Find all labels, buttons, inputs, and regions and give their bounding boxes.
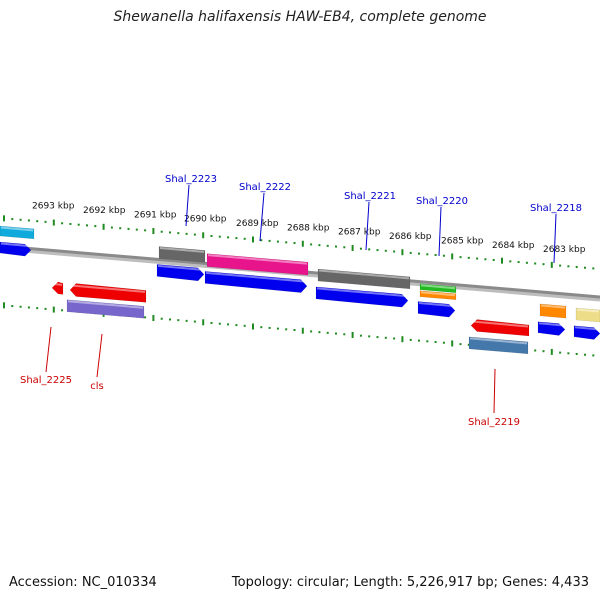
- gene-feature-steel: [468, 336, 529, 355]
- cds-feature: [573, 325, 600, 340]
- gene-label-shal-2218: Shal_2218: [530, 203, 582, 214]
- cds-feature-shine: [205, 271, 307, 283]
- gene-label-shal-2218-leader: [553, 213, 557, 264]
- gene-feature-gray: [158, 246, 206, 263]
- gene-label-shal-2220-leader: [438, 206, 442, 257]
- gene-feature-purple: [66, 299, 145, 319]
- gene-feature-magenta-shine: [207, 254, 308, 265]
- gene-label-cls: cls: [90, 381, 104, 392]
- tick-layer: [3, 215, 595, 357]
- gene-feature-cyan: [0, 225, 35, 240]
- map-title: Shewanella halifaxensis HAW-EB4, complet…: [113, 9, 487, 25]
- kbp-tick-label: 2689 kbp: [236, 219, 279, 229]
- kbp-tick-label: 2690 kbp: [184, 215, 227, 225]
- gene-feature-gray-shine: [159, 247, 205, 253]
- kbp-tick-label: 2683 kbp: [543, 245, 586, 255]
- feature-layer: [0, 225, 600, 355]
- gene-label-shal-2222: Shal_2222: [239, 182, 291, 193]
- gene-feature-gray: [317, 268, 411, 290]
- gene-label-shal-2221: Shal_2221: [344, 191, 396, 202]
- gene-feature-magenta: [206, 253, 309, 276]
- gene-label-shal-2222-leader: [259, 192, 265, 242]
- kbp-tick-label: 2688 kbp: [287, 223, 330, 233]
- gene-label-shal-2223: Shal_2223: [165, 174, 217, 185]
- gene-feature-red: [51, 281, 64, 295]
- gene-feature-orange-shine: [420, 291, 456, 297]
- gene-feature-khaki: [575, 307, 600, 323]
- gene-feature-red-shine: [52, 282, 63, 286]
- gene-feature-khaki-shine: [576, 308, 600, 313]
- cds-feature: [204, 271, 308, 293]
- gene-feature-green-shine: [420, 284, 456, 290]
- cds-feature-shine: [157, 264, 204, 271]
- cds-feature: [537, 321, 566, 336]
- kbp-tick-label: 2691 kbp: [134, 210, 177, 220]
- gene-label-shal-2219-leader: [493, 368, 496, 414]
- kbp-tick-label: 2686 kbp: [389, 232, 432, 242]
- gene-feature-green: [419, 283, 457, 294]
- cds-feature-shine: [316, 287, 408, 298]
- gene-feature-cyan-shine: [0, 226, 34, 232]
- gene-feature-red-shine: [70, 284, 146, 293]
- gene-feature-orange-shine: [540, 304, 566, 309]
- gene-label-shal-2219: Shal_2219: [468, 417, 520, 428]
- label-layer: 2693 kbp 2692 kbp 2691 kbp 2690 kbp 2689 kbp…: [20, 174, 586, 428]
- gene-feature-red: [69, 283, 147, 303]
- cds-feature: [315, 286, 409, 308]
- accession-label: Accession: NC_010334: [9, 575, 157, 590]
- gene-feature-purple-shine: [67, 300, 144, 309]
- gene-feature-steel-shine: [469, 337, 528, 345]
- gene-label-shal-2221-leader: [365, 201, 370, 251]
- gene-label-shal-2225-leader: [45, 326, 52, 373]
- cds-feature-shine: [538, 322, 565, 327]
- kbp-tick-label: 2692 kbp: [83, 206, 126, 216]
- cds-feature-shine: [574, 326, 600, 331]
- gene-feature-orange: [419, 290, 457, 301]
- gene-feature-orange: [539, 303, 567, 319]
- gene-label-cls-leader: [96, 333, 103, 378]
- cds-feature: [0, 241, 32, 257]
- kbp-tick-label: 2693 kbp: [32, 202, 75, 212]
- genome-summary: Topology: circular; Length: 5,226,917 bp…: [231, 575, 589, 590]
- gene-label-shal-2223-leader: [185, 184, 190, 227]
- gene-feature-red: [470, 319, 530, 337]
- cds-feature-shine: [418, 302, 455, 308]
- cds-feature: [417, 301, 456, 318]
- gene-label-shal-2225: Shal_2225: [20, 375, 72, 386]
- gene-feature-gray-shine: [318, 269, 410, 280]
- gene-label-shal-2220: Shal_2220: [416, 196, 468, 207]
- cds-feature-shine: [0, 242, 31, 248]
- kbp-tick-label: 2687 kbp: [338, 228, 381, 238]
- cds-feature: [156, 264, 205, 282]
- kbp-tick-label: 2685 kbp: [441, 236, 484, 246]
- gene-feature-red-shine: [471, 320, 529, 328]
- kbp-tick-label: 2684 kbp: [492, 241, 535, 251]
